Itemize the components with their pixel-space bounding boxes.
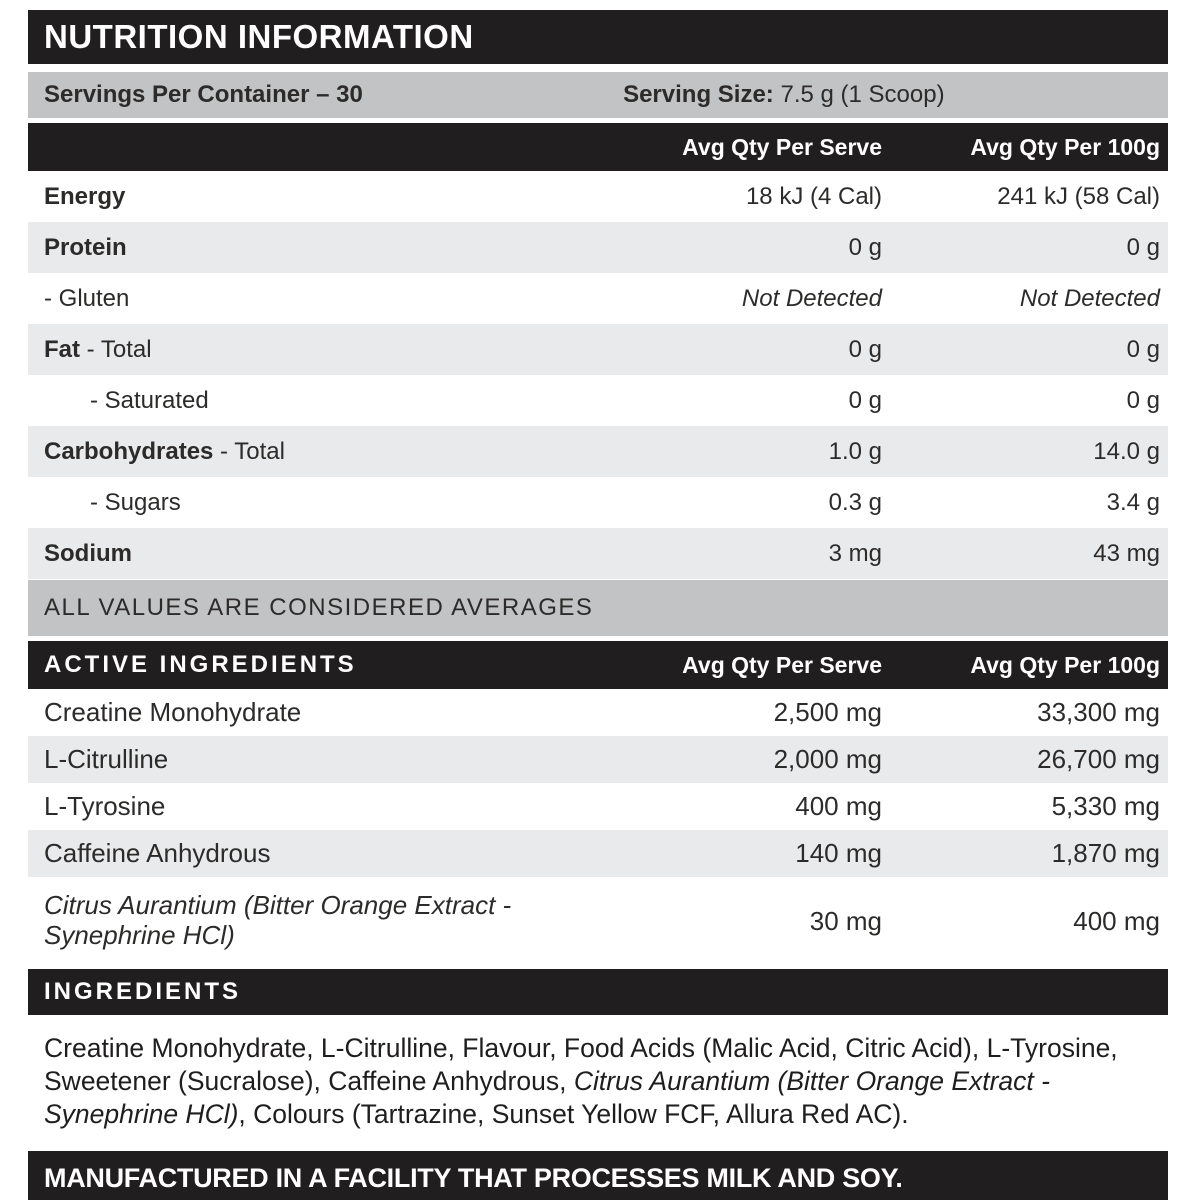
active-ingredients-header-bar: ACTIVE INGREDIENTS Avg Qty Per Serve Avg… <box>28 641 1168 689</box>
nutrient-name: Protein <box>28 234 552 262</box>
nutrient-qty-per-100g: 0 g <box>1126 335 1160 363</box>
ingredients-text-after: , Colours (Tartrazine, Sunset Yellow FCF… <box>238 1099 909 1129</box>
allergen-note-bar: MANUFACTURED IN A FACILITY THAT PROCESSE… <box>28 1151 1168 1200</box>
serving-size-value: 7.5 g (1 Scoop) <box>773 81 945 108</box>
nutrition-row: Protein 0 g 0 g <box>28 222 1168 273</box>
serving-size-label: Serving Size: <box>623 81 774 108</box>
averages-note-bar: ALL VALUES ARE CONSIDERED AVERAGES <box>28 580 1168 636</box>
nutrient-name: Fat - Total <box>28 336 552 364</box>
nutrient-qty-per-100g: 3.4 g <box>1106 488 1160 516</box>
nutrient-qty-per-100g: 0 g <box>1126 386 1160 414</box>
ingredients-heading: INGREDIENTS <box>44 978 242 1005</box>
nutrition-row: - Sugars 0.3 g 3.4 g <box>28 477 1168 528</box>
active-column-header-per-100g: Avg Qty Per 100g <box>970 651 1160 678</box>
allergen-note: MANUFACTURED IN A FACILITY THAT PROCESSE… <box>44 1162 903 1193</box>
nutrient-name-bold: Carbohydrates <box>44 437 214 465</box>
nutrition-row: Energy 18 kJ (4 Cal) 241 kJ (58 Cal) <box>28 171 1168 222</box>
nutrition-column-headers: Avg Qty Per Serve Avg Qty Per 100g <box>28 123 1168 171</box>
column-header-per-100g: Avg Qty Per 100g <box>970 133 1160 160</box>
nutrient-name-rest: - Saturated <box>90 386 209 414</box>
ingredients-text-italic: Citrus Aurantium (Bitter Orange Extract … <box>44 1066 1050 1129</box>
active-ingredient-qty-per-serve: 400 mg <box>795 791 882 821</box>
nutrient-qty-per-serve: Not Detected <box>741 284 882 312</box>
active-ingredient-row: L-Citrulline 2,000 mg 26,700 mg <box>28 736 1168 783</box>
nutrition-row: Carbohydrates - Total 1.0 g 14.0 g <box>28 426 1168 477</box>
active-ingredient-name: Caffeine Anhydrous <box>44 837 271 868</box>
nutrient-name-bold: Fat <box>44 335 80 363</box>
active-ingredient-row: L-Tyrosine 400 mg 5,330 mg <box>28 783 1168 830</box>
nutrient-name-rest: - Total <box>213 437 285 465</box>
nutrition-row: Fat - Total 0 g 0 g <box>28 324 1168 375</box>
active-ingredient-qty-per-serve: 2,500 mg <box>773 697 882 727</box>
nutrient-name: - Saturated <box>28 387 552 415</box>
serving-size: Serving Size: 7.5 g (1 Scoop) <box>623 81 944 109</box>
column-header-per-serve: Avg Qty Per Serve <box>682 133 882 160</box>
nutrient-qty-per-serve: 0 g <box>848 233 882 261</box>
nutrition-title-bar: NUTRITION INFORMATION <box>28 10 1168 64</box>
nutrient-qty-per-100g: 14.0 g <box>1093 437 1160 465</box>
active-ingredient-qty-per-100g: 400 mg <box>1073 905 1160 936</box>
active-column-header-per-serve: Avg Qty Per Serve <box>682 651 882 678</box>
nutrient-qty-per-100g: 0 g <box>1126 233 1160 261</box>
active-ingredients-table: Creatine Monohydrate 2,500 mg 33,300 mg L-C… <box>28 689 1168 963</box>
active-ingredient-qty-per-100g: 26,700 mg <box>1037 744 1160 774</box>
nutrient-name-rest: - Total <box>80 335 152 363</box>
active-ingredient-qty-per-serve: 2,000 mg <box>773 744 882 774</box>
active-ingredient-name: L-Citrulline <box>44 743 169 774</box>
active-ingredient-qty-per-100g: 33,300 mg <box>1037 697 1160 727</box>
nutrient-name: Carbohydrates - Total <box>28 438 552 466</box>
nutrient-qty-per-serve: 0 g <box>848 335 882 363</box>
active-ingredient-qty-per-serve: 140 mg <box>795 838 882 868</box>
nutrient-name-rest: - Gluten <box>44 284 130 312</box>
nutrient-qty-per-serve: 18 kJ (4 Cal) <box>745 182 882 210</box>
active-ingredient-row: Creatine Monohydrate 2,500 mg 33,300 mg <box>28 689 1168 736</box>
active-ingredient-name: Creatine Monohydrate <box>44 696 302 727</box>
ingredients-header-bar: INGREDIENTS <box>28 969 1168 1015</box>
nutrient-name: Energy <box>28 183 552 211</box>
active-ingredient-qty-per-100g: 1,870 mg <box>1051 838 1160 868</box>
ingredients-list: Creatine Monohydrate, L-Citrulline, Flav… <box>44 1032 1158 1131</box>
active-ingredient-name: L-Tyrosine <box>44 790 166 821</box>
nutrient-qty-per-100g: Not Detected <box>1019 284 1160 312</box>
averages-note: ALL VALUES ARE CONSIDERED AVERAGES <box>44 594 594 621</box>
nutrition-row: - Gluten Not Detected Not Detected <box>28 273 1168 324</box>
ingredients-text-before: Creatine Monohydrate, L-Citrulline, Flav… <box>44 1033 1118 1096</box>
nutrient-qty-per-serve: 0.3 g <box>828 488 882 516</box>
nutrient-qty-per-100g: 241 kJ (58 Cal) <box>997 182 1160 210</box>
servings-per-container: Servings Per Container – 30 <box>44 81 363 108</box>
nutrient-qty-per-serve: 1.0 g <box>828 437 882 465</box>
servings-bar: Servings Per Container – 30 Serving Size… <box>28 72 1168 118</box>
nutrition-title: NUTRITION INFORMATION <box>44 18 474 55</box>
active-ingredient-row: Citrus Aurantium (Bitter Orange Extract … <box>28 879 1168 963</box>
active-ingredient-qty-per-100g: 5,330 mg <box>1051 791 1160 821</box>
nutrient-name-rest: - Sugars <box>90 488 181 516</box>
nutrition-rows-table: Energy 18 kJ (4 Cal) 241 kJ (58 Cal) Protei… <box>28 171 1168 579</box>
nutrient-qty-per-100g: 43 mg <box>1093 539 1160 567</box>
nutrient-qty-per-serve: 0 g <box>848 386 882 414</box>
nutrient-qty-per-serve: 3 mg <box>828 539 882 567</box>
nutrient-name-bold: Energy <box>44 182 126 210</box>
active-ingredient-row: Caffeine Anhydrous 140 mg 1,870 mg <box>28 830 1168 877</box>
active-ingredient-qty-per-serve: 30 mg <box>809 905 882 936</box>
active-ingredients-heading: ACTIVE INGREDIENTS <box>44 651 357 678</box>
nutrition-row: - Saturated 0 g 0 g <box>28 375 1168 426</box>
nutrient-name: - Gluten <box>28 285 552 313</box>
active-ingredient-name: Citrus Aurantium (Bitter Orange Extract … <box>44 890 512 950</box>
nutrition-row: Sodium 3 mg 43 mg <box>28 528 1168 579</box>
nutrient-name: - Sugars <box>28 489 552 517</box>
nutrient-name: Sodium <box>28 540 552 568</box>
nutrient-name-bold: Protein <box>44 233 127 261</box>
nutrient-name-bold: Sodium <box>44 539 132 567</box>
nutrition-label: NUTRITION INFORMATION Servings Per Conta… <box>28 10 1168 1200</box>
